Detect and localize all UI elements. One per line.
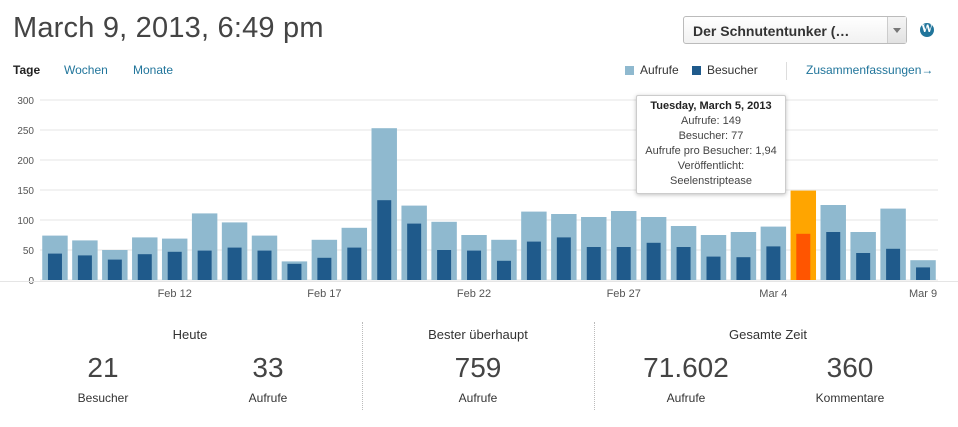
chart-tooltip: Tuesday, March 5, 2013 Aufrufe: 149 Besu… bbox=[636, 95, 786, 194]
tab-weeks[interactable]: Wochen bbox=[64, 63, 108, 77]
bar-visitors bbox=[137, 254, 152, 280]
legend-views-swatch bbox=[625, 66, 634, 75]
bar-visitors bbox=[47, 253, 62, 280]
tab-days[interactable]: Tage bbox=[13, 63, 41, 77]
bar-visitors bbox=[826, 232, 841, 280]
today-visitors-value: 21 bbox=[87, 352, 119, 383]
legend-views: Aufrufe bbox=[625, 63, 679, 77]
today-views-label: Aufrufe bbox=[248, 391, 288, 405]
site-selector-value: Der Schnutentunker (… bbox=[693, 23, 850, 39]
total-views-label: Aufrufe bbox=[666, 391, 706, 405]
bar-visitors bbox=[886, 248, 901, 280]
y-tick-label: 300 bbox=[17, 96, 34, 107]
total-comments-value: 360 bbox=[826, 352, 874, 383]
summaries-link[interactable]: Zusammenfassungen→ bbox=[806, 63, 934, 77]
bar-visitors bbox=[167, 251, 182, 280]
tooltip-post-title: Seelenstriptease bbox=[670, 175, 752, 187]
total-heading: Gesamte Zeit bbox=[728, 327, 808, 342]
bar-visitors bbox=[467, 250, 482, 280]
bar-visitors bbox=[407, 223, 422, 280]
bar-visitors bbox=[856, 253, 871, 280]
x-tick-label: Feb 12 bbox=[158, 288, 192, 300]
legend-visitors: Besucher bbox=[692, 63, 758, 77]
tab-months[interactable]: Monate bbox=[133, 63, 174, 77]
bar-visitors bbox=[916, 267, 931, 280]
legend-visitors-swatch bbox=[692, 66, 701, 75]
bar-visitors bbox=[227, 247, 242, 280]
bar-visitors bbox=[676, 247, 691, 280]
x-tick-label: Feb 22 bbox=[457, 288, 491, 300]
tooltip-views: Aufrufe: 149 bbox=[681, 115, 741, 127]
y-tick-label: 100 bbox=[17, 216, 34, 227]
bar-visitors bbox=[107, 259, 122, 280]
tooltip-visitors: Besucher: 77 bbox=[678, 130, 744, 142]
y-tick-label: 150 bbox=[17, 186, 34, 197]
total-comments-label: Kommentare bbox=[815, 391, 885, 405]
wordpress-logo-icon[interactable]: W bbox=[920, 23, 934, 37]
y-tick-label: 250 bbox=[17, 126, 34, 137]
tooltip-ratio: Aufrufe pro Besucher: 1,94 bbox=[645, 145, 777, 157]
x-tick-label: Mar 4 bbox=[759, 288, 787, 300]
best-views-label: Aufrufe bbox=[458, 391, 498, 405]
bar-visitors bbox=[796, 233, 811, 280]
x-tick-label: Feb 17 bbox=[307, 288, 341, 300]
bar-visitors bbox=[257, 250, 272, 280]
site-selector[interactable]: Der Schnutentunker (… bbox=[683, 16, 907, 44]
bar-visitors bbox=[77, 255, 92, 280]
stats-divider bbox=[362, 322, 363, 410]
bar-visitors bbox=[556, 237, 571, 280]
legend-visitors-label: Besucher bbox=[707, 63, 758, 77]
bar-visitors bbox=[766, 246, 781, 280]
bar-visitors bbox=[496, 260, 511, 280]
bar-visitors bbox=[287, 263, 302, 280]
stats-divider bbox=[594, 322, 595, 410]
chevron-down-icon[interactable] bbox=[887, 17, 906, 43]
best-views-value: 759 bbox=[454, 352, 502, 383]
total-views-value: 71.602 bbox=[643, 352, 729, 383]
y-tick-label: 50 bbox=[23, 246, 35, 257]
bar-visitors bbox=[706, 256, 721, 280]
tooltip-published-label: Veröffentlicht: bbox=[677, 160, 745, 172]
today-visitors-label: Besucher bbox=[77, 391, 129, 405]
bar-visitors bbox=[646, 242, 661, 280]
chart-baseline-divider bbox=[0, 281, 958, 282]
bar-visitors bbox=[317, 257, 332, 280]
bar-visitors bbox=[437, 250, 452, 280]
bar-visitors bbox=[526, 241, 541, 280]
today-views-value: 33 bbox=[252, 352, 284, 383]
x-tick-label: Mar 9 bbox=[909, 288, 937, 300]
x-tick-label: Feb 27 bbox=[607, 288, 641, 300]
legend-views-label: Aufrufe bbox=[640, 63, 679, 77]
today-heading: Heute bbox=[172, 327, 208, 342]
bar-visitors bbox=[586, 247, 601, 280]
bar-visitors bbox=[377, 200, 392, 280]
tooltip-title: Tuesday, March 5, 2013 bbox=[650, 100, 772, 112]
best-heading: Bester überhaupt bbox=[428, 327, 528, 342]
bar-visitors bbox=[347, 247, 362, 280]
legend-divider bbox=[786, 62, 787, 80]
y-tick-label: 200 bbox=[17, 156, 34, 167]
bar-visitors bbox=[197, 250, 212, 280]
bar-visitors bbox=[736, 257, 751, 280]
page-title: March 9, 2013, 6:49 pm bbox=[13, 12, 324, 44]
bar-visitors bbox=[616, 247, 631, 280]
